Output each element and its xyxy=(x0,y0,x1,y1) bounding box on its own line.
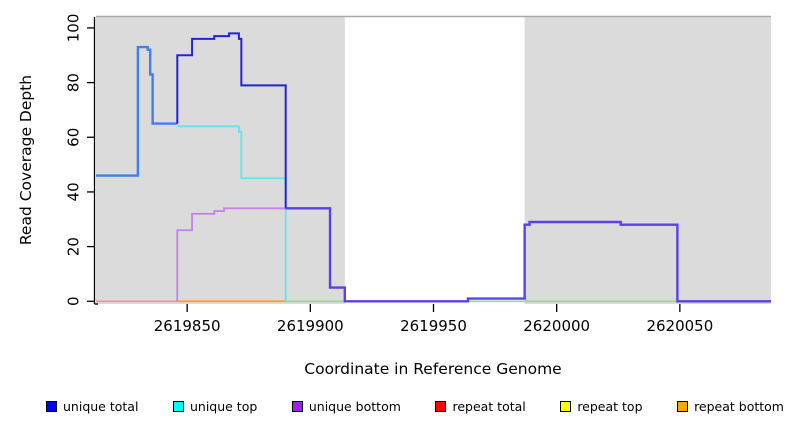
legend-swatch-unique-bottom xyxy=(291,401,303,412)
line-unique-total xyxy=(176,32,287,209)
shaded-region xyxy=(524,17,771,304)
x-tick-label: 2620000 xyxy=(523,317,590,335)
x-tick-label: 2620050 xyxy=(646,317,713,335)
y-tick-label: 40 xyxy=(65,182,83,201)
legend-item-unique-bottom: unique bottom xyxy=(291,399,401,414)
x-tick-label: 2619850 xyxy=(154,317,221,335)
legend-item-unique-top: unique top xyxy=(172,399,258,414)
coverage-plot-canvas: 0 20 40 60 80 100 2619850 2619900 2619950 2620000… xyxy=(65,14,771,335)
legend-label: unique top xyxy=(189,399,258,414)
legend-swatch-unique-total xyxy=(46,401,57,412)
y-tick-label: 80 xyxy=(65,73,83,92)
shaded-region xyxy=(96,17,345,304)
line-total-bottom-overlap xyxy=(285,207,771,303)
y-axis-title: Read Coverage Depth xyxy=(17,74,35,246)
legend-item-unique-total: unique total xyxy=(46,399,138,414)
legend-label: repeat total xyxy=(452,399,526,414)
legend-label: repeat bottom xyxy=(694,399,784,414)
legend-item-repeat-bottom: repeat bottom xyxy=(677,399,784,414)
x-axis-title: Coordinate in Reference Genome xyxy=(304,360,562,378)
x-tick-label: 2619900 xyxy=(277,317,344,335)
line-total-top-overlap xyxy=(96,45,178,177)
legend-label: unique bottom xyxy=(308,399,401,414)
y-tick-label: 60 xyxy=(65,128,83,147)
y-tick-label: 20 xyxy=(65,237,83,256)
legend-swatch-unique-top xyxy=(172,401,184,412)
legend-swatch-repeat-top xyxy=(560,401,572,412)
legend-item-repeat-total: repeat total xyxy=(435,399,526,414)
line-unique-bottom xyxy=(176,207,286,302)
legend-item-repeat-top: repeat top xyxy=(560,399,643,414)
legend-label: repeat top xyxy=(577,399,643,414)
legend-label: unique total xyxy=(63,399,139,414)
y-tick-label: 0 xyxy=(65,296,83,306)
x-tick-label: 2619950 xyxy=(400,317,467,335)
y-tick-label: 100 xyxy=(65,14,83,43)
legend-swatch-repeat-total xyxy=(435,401,447,412)
legend-swatch-repeat-bottom xyxy=(677,401,689,412)
legend: unique total unique top unique bottom repea… xyxy=(46,399,784,414)
